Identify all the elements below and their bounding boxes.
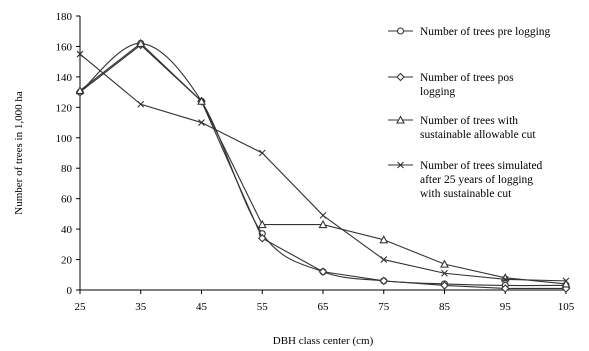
series-4-point-stroke bbox=[137, 100, 145, 108]
series-2-point bbox=[318, 267, 328, 277]
y-tick-label: 0 bbox=[67, 285, 73, 297]
series-4-point-stroke bbox=[258, 149, 266, 157]
series-4-point bbox=[501, 275, 509, 283]
series-2-point bbox=[379, 276, 389, 286]
series-3-point bbox=[257, 219, 267, 229]
x-tick-label: 35 bbox=[135, 301, 147, 313]
x-axis-title: DBH class center (cm) bbox=[273, 335, 374, 347]
series-2-point bbox=[257, 233, 267, 243]
series-3-point bbox=[136, 38, 146, 47]
series-4-point bbox=[562, 277, 570, 285]
x-tick-label: 25 bbox=[75, 301, 87, 313]
legend-entry-4: Number of trees simulated after 25 years … bbox=[388, 160, 543, 200]
series-3-point bbox=[440, 259, 449, 268]
series-4-point bbox=[441, 269, 448, 277]
legend-label: with sustainable cut bbox=[420, 188, 512, 200]
y-tick-label: 40 bbox=[61, 224, 73, 236]
series-4-point bbox=[137, 100, 145, 108]
legend-label: Number of trees pos bbox=[420, 72, 514, 84]
series-2-point bbox=[500, 284, 510, 293]
series-3-point bbox=[197, 96, 206, 105]
series-line-1 bbox=[79, 42, 567, 287]
series-4-point bbox=[258, 149, 266, 157]
y-tick-label: 120 bbox=[56, 102, 73, 114]
legend-marker-stroke bbox=[397, 161, 404, 169]
legend: Number of trees pre logging Number of tre… bbox=[388, 26, 551, 200]
legend-label: Number of trees with bbox=[420, 115, 518, 127]
series-4-point-stroke bbox=[380, 256, 388, 263]
series-4-point-stroke bbox=[441, 269, 448, 277]
series-4-point-stroke bbox=[76, 50, 84, 58]
legend-label: after 25 years of logging bbox=[420, 174, 533, 186]
y-tick-label: 60 bbox=[61, 194, 73, 206]
series-4-point-stroke bbox=[198, 119, 205, 126]
legend-label: Number of trees pre logging bbox=[420, 26, 551, 38]
series-3-point bbox=[561, 279, 571, 288]
series-4-point bbox=[76, 50, 84, 58]
series-4-point bbox=[380, 256, 388, 263]
legend-entry-3: Number of trees with sustainable allowabl… bbox=[388, 115, 536, 141]
y-tick-label: 180 bbox=[56, 11, 73, 23]
y-tick-label: 80 bbox=[61, 163, 73, 175]
series-3-point bbox=[75, 85, 85, 95]
series-4-point bbox=[198, 119, 205, 126]
legend-entry-2: Number of trees pos logging bbox=[388, 72, 514, 98]
series-3-point bbox=[379, 235, 389, 244]
series-3-point bbox=[318, 219, 328, 229]
legend-marker bbox=[396, 72, 405, 82]
plot-area: 0 20 40 60 80 100 120 140 160 180 25 35 45 55 65 75 85 95… bbox=[56, 11, 575, 313]
y-tick-label: 160 bbox=[56, 41, 73, 53]
x-tick-label: 95 bbox=[500, 301, 512, 313]
x-tick-label: 75 bbox=[378, 301, 390, 313]
legend-label: Number of trees simulated bbox=[420, 160, 543, 172]
y-tick-label: 20 bbox=[61, 255, 73, 267]
series-4-point-stroke bbox=[501, 275, 509, 283]
y-tick-label: 140 bbox=[56, 72, 73, 84]
series-4-point bbox=[319, 212, 327, 219]
series-4-point-stroke bbox=[319, 212, 327, 219]
legend-marker bbox=[396, 27, 405, 35]
legend-entry-1: Number of trees pre logging bbox=[388, 26, 551, 38]
legend-label: logging bbox=[420, 86, 455, 98]
x-tick-label: 105 bbox=[558, 301, 575, 313]
y-axis-title: Number of trees in 1,000 ha bbox=[13, 91, 25, 215]
series-2-point bbox=[440, 281, 449, 290]
legend-label: sustainable allowable cut bbox=[420, 129, 536, 141]
y-tick-label: 100 bbox=[56, 133, 73, 145]
legend-marker bbox=[397, 161, 404, 169]
series-4-point-stroke bbox=[562, 277, 570, 285]
legend-marker bbox=[396, 115, 405, 124]
x-tick-label: 45 bbox=[196, 301, 208, 313]
x-tick-label: 65 bbox=[318, 301, 330, 313]
x-tick-label: 55 bbox=[257, 301, 269, 313]
x-tick-label: 85 bbox=[439, 301, 451, 313]
